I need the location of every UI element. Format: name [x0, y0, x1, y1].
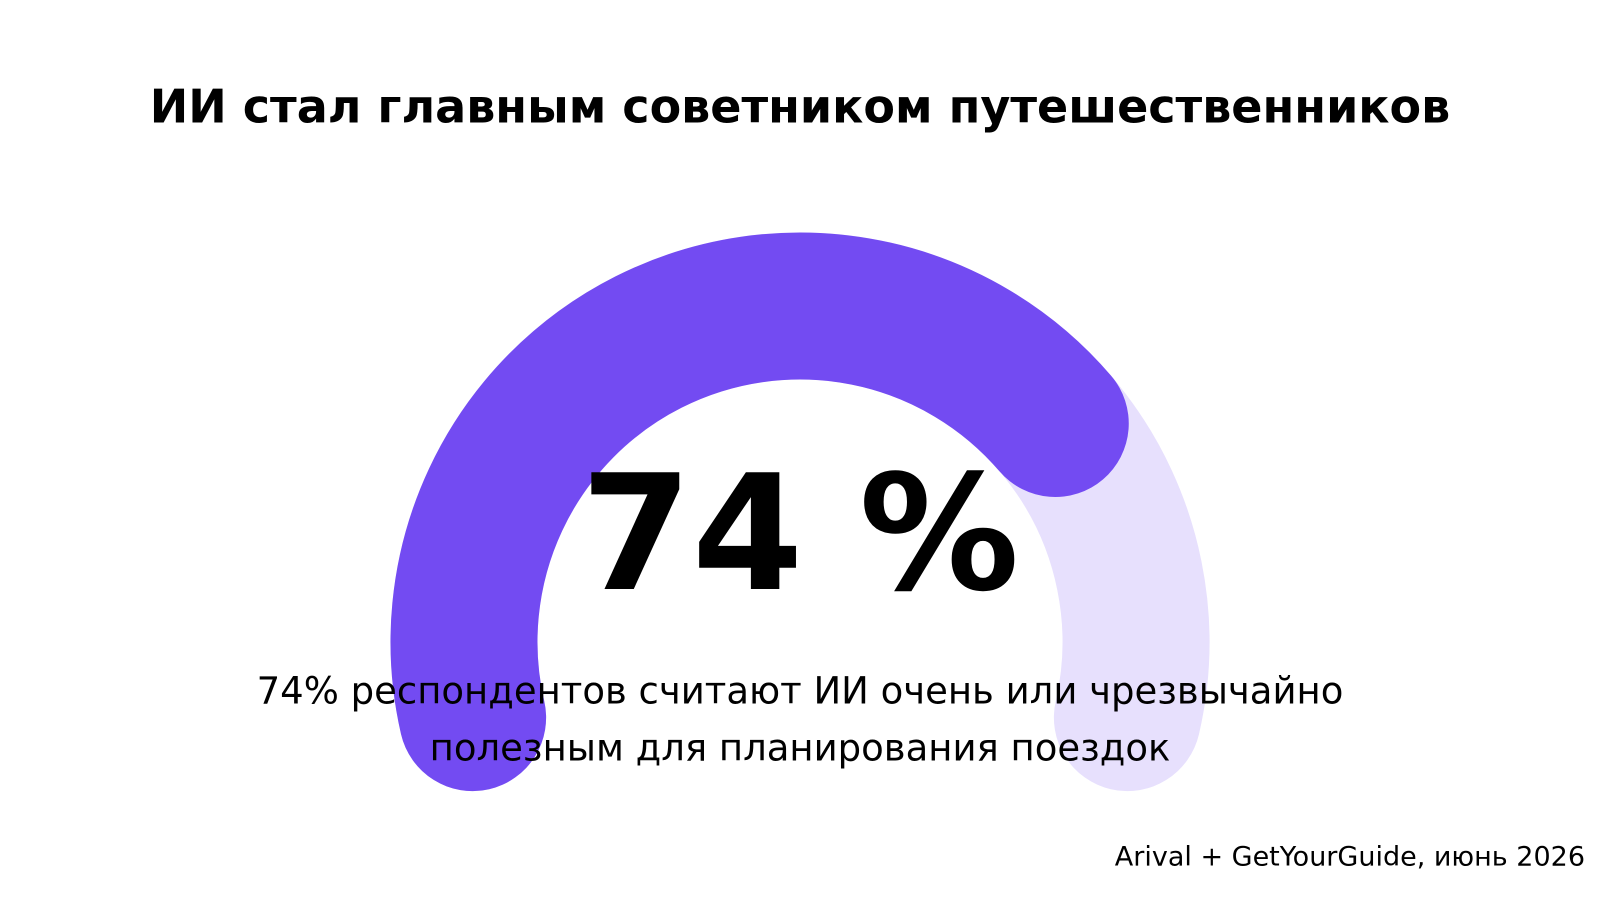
description: полезным для планирования поездок: [430, 727, 1171, 770]
description: 74% респондентов считают ИИ очень или чр…: [257, 670, 1344, 713]
value-label: 74 %: [581, 440, 1020, 627]
chart-title: ИИ стал главным советником путешественни…: [150, 80, 1451, 134]
source: Arival + GetYourGuide, июнь 2026: [1115, 842, 1585, 873]
gauge-value: [390, 232, 1129, 792]
